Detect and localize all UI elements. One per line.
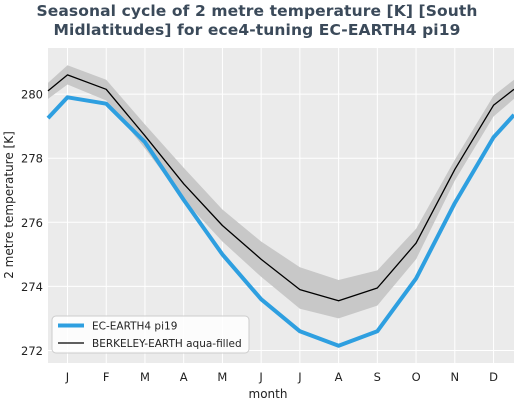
chart-title-line-2: Midlatitudes] for ece4-tuning EC-EARTH4 … (53, 21, 461, 39)
x-tick-label-10: N (450, 370, 459, 384)
legend-label-berkeley-earth: BERKELEY-EARTH aqua-filled (92, 338, 242, 350)
x-tick-label-1: F (103, 370, 110, 384)
chart-title-line-1: Seasonal cycle of 2 metre temperature [K… (36, 2, 478, 20)
y-tick-label-274: 274 (21, 280, 43, 294)
x-tick-label-6: J (297, 370, 301, 384)
x-tick-label-7: A (335, 370, 343, 384)
x-tick-label-0: J (65, 370, 69, 384)
y-tick-label-276: 276 (21, 216, 43, 230)
legend: EC-EARTH4 pi19 BERKELEY-EARTH aqua-fille… (51, 315, 250, 354)
y-axis-label: 2 metre temperature [K] (2, 131, 16, 279)
series-line-layer (46, 74, 514, 348)
x-tick-label-2: M (140, 370, 150, 384)
series-line-berkeley-earth (47, 74, 514, 302)
x-tick-label-4: M (217, 370, 227, 384)
legend-label-ec-earth4: EC-EARTH4 pi19 (92, 321, 177, 333)
y-tick-label-280: 280 (21, 88, 43, 102)
legend-box (51, 315, 250, 354)
series-line-ec-earth4 (46, 95, 514, 348)
y-tick-label-272: 272 (21, 344, 43, 358)
y-tick-labels: 272 274 276 278 280 (21, 88, 43, 358)
uncertainty-band-layer (48, 65, 514, 319)
x-tick-label-8: S (374, 370, 381, 384)
uncertainty-band-berkeley-earth (48, 65, 514, 319)
x-tick-label-3: A (180, 370, 188, 384)
y-tick-label-278: 278 (21, 152, 43, 166)
x-tick-label-5: J (258, 370, 262, 384)
x-tick-label-11: D (489, 370, 498, 384)
x-tick-label-9: O (412, 370, 421, 384)
x-axis-label: month (249, 387, 288, 400)
